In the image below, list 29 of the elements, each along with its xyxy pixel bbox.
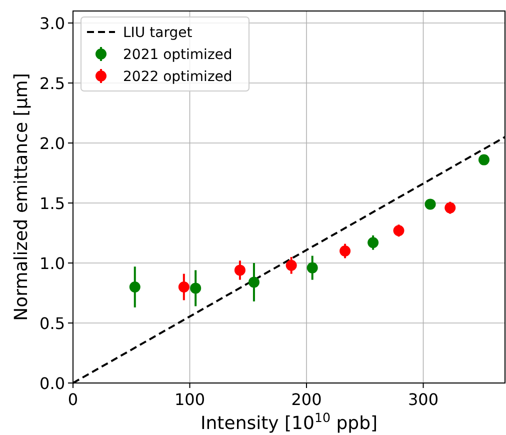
x-tick-label: 100 [174, 390, 206, 409]
y-axis-title: Normalized emittance [μm] [11, 73, 32, 321]
point [368, 237, 379, 248]
point [306, 262, 318, 274]
point [478, 154, 490, 166]
x-axis-title: Intensity [10$^{10}$ ppb] [200, 410, 378, 434]
point [340, 246, 351, 256]
x-tick-label: 200 [291, 390, 322, 409]
legend-label: 2022 optimized [123, 69, 232, 85]
y-tick-label: 2.0 [40, 134, 65, 153]
point [393, 225, 404, 236]
y-tick-label: 1.0 [40, 254, 65, 273]
point [178, 282, 190, 292]
point [129, 282, 140, 292]
point [424, 198, 436, 210]
y-tick-label: 1.5 [40, 194, 65, 213]
x-tick-label: 300 [408, 390, 439, 409]
y-tick-label: 0.0 [40, 374, 65, 393]
point [190, 282, 202, 294]
y-tick-label: 3.0 [40, 14, 65, 33]
legend-label: LIU target [123, 25, 193, 41]
point [444, 202, 456, 214]
point [248, 276, 260, 288]
point [286, 260, 297, 271]
x-tick-label: 0 [68, 390, 78, 409]
y-tick-label: 0.5 [40, 314, 65, 333]
legend-label: 2021 optimized [123, 47, 232, 63]
point [234, 264, 246, 276]
y-tick-label: 2.5 [40, 74, 65, 93]
